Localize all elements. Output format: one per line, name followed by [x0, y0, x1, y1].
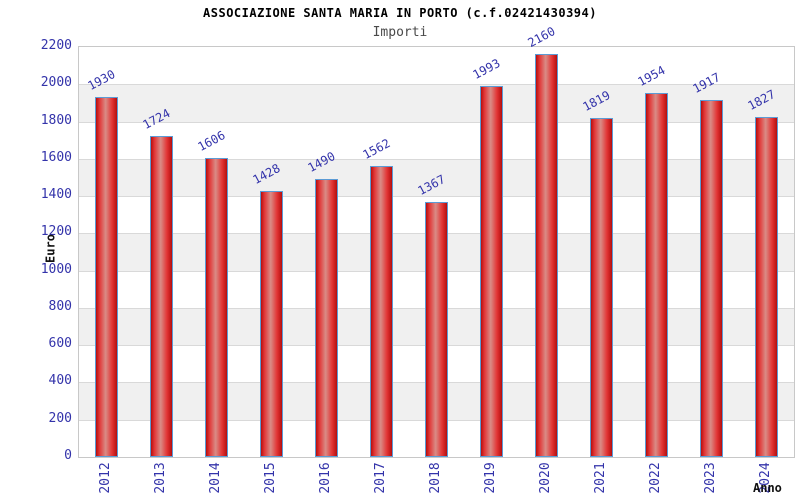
bar-2019	[480, 85, 503, 457]
y-tick-label-2000: 2000	[40, 75, 72, 91]
background-band	[79, 158, 794, 197]
x-tick-label-2012: 2012	[97, 462, 113, 494]
bar-2022	[645, 92, 668, 457]
y-tick-label-1800: 1800	[40, 112, 72, 128]
bar-2013	[150, 135, 173, 457]
background-band	[79, 121, 794, 159]
chart-subtitle: Importi	[372, 25, 428, 40]
gridline	[79, 158, 794, 160]
x-tick-label-2022: 2022	[647, 462, 663, 494]
x-tick-label-2016: 2016	[317, 462, 333, 494]
bar-2020	[535, 54, 558, 457]
bar-2016	[315, 179, 338, 457]
y-tick-label-1000: 1000	[40, 261, 72, 277]
x-tick-label-2023: 2023	[702, 462, 718, 494]
bar-2015	[260, 190, 283, 457]
y-tick-label-400: 400	[48, 373, 72, 389]
bar-2023	[700, 99, 723, 457]
y-tick-label-1200: 1200	[40, 224, 72, 240]
plot-area: 1930 1724 1606 1428 1490 1562 1367 1993 2160 1819…	[78, 25, 795, 458]
x-tick-label-2017: 2017	[372, 462, 388, 494]
chart-title: ASSOCIAZIONE SANTA MARIA IN PORTO (c.f.0…	[203, 6, 597, 20]
bar-2017	[370, 165, 393, 457]
bar-2021	[590, 118, 613, 457]
y-tick-label-600: 600	[48, 336, 72, 352]
gridline	[79, 121, 794, 123]
y-tick-label-1400: 1400	[40, 187, 72, 203]
x-tick-label-2013: 2013	[152, 462, 168, 494]
x-axis-title: Anno	[753, 481, 782, 495]
x-tick-label-2015: 2015	[262, 462, 278, 494]
x-tick-label-2014: 2014	[207, 462, 223, 494]
gridline	[79, 84, 794, 86]
y-tick-label-1600: 1600	[40, 149, 72, 165]
y-axis-title: Euro	[43, 234, 58, 263]
bar-2024	[755, 116, 778, 457]
bar-2018	[425, 202, 448, 457]
x-tick-label-2021: 2021	[592, 462, 608, 494]
bar-2014	[205, 157, 228, 457]
x-tick-label-2019: 2019	[482, 462, 498, 494]
y-tick-label-0: 0	[64, 448, 72, 463]
background-band	[79, 47, 794, 85]
y-tick-label-2200: 2200	[40, 38, 72, 53]
x-tick-label-2020: 2020	[537, 462, 553, 494]
background-band	[79, 84, 794, 122]
bar-2012	[95, 97, 118, 457]
x-tick-label-2018: 2018	[427, 462, 443, 494]
y-tick-label-800: 800	[48, 298, 72, 314]
gridline	[79, 196, 794, 198]
y-tick-label-200: 200	[48, 410, 72, 426]
